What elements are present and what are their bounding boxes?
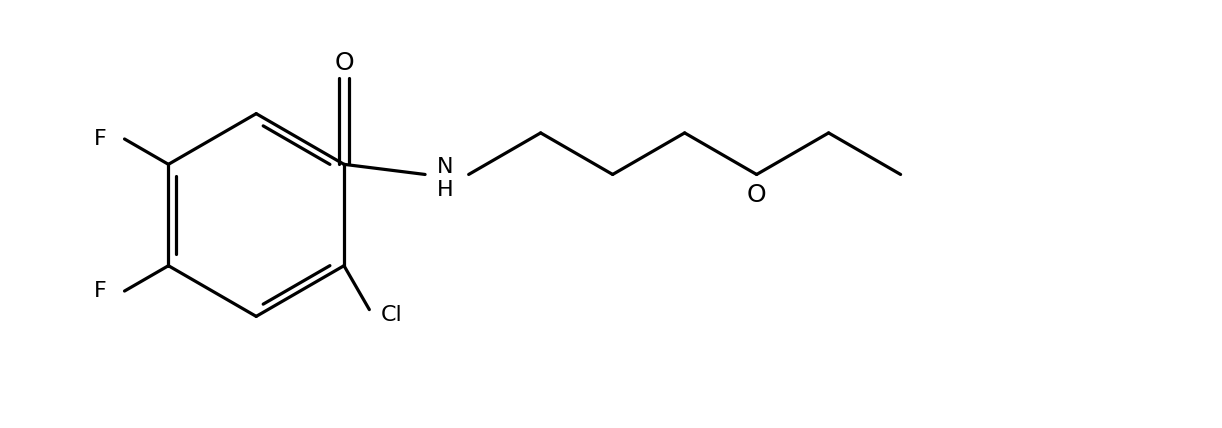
Text: O: O [747, 183, 766, 207]
Text: F: F [94, 281, 106, 301]
Text: N
H: N H [437, 157, 453, 200]
Text: F: F [94, 129, 106, 149]
Text: Cl: Cl [381, 305, 402, 325]
Text: O: O [334, 51, 354, 75]
